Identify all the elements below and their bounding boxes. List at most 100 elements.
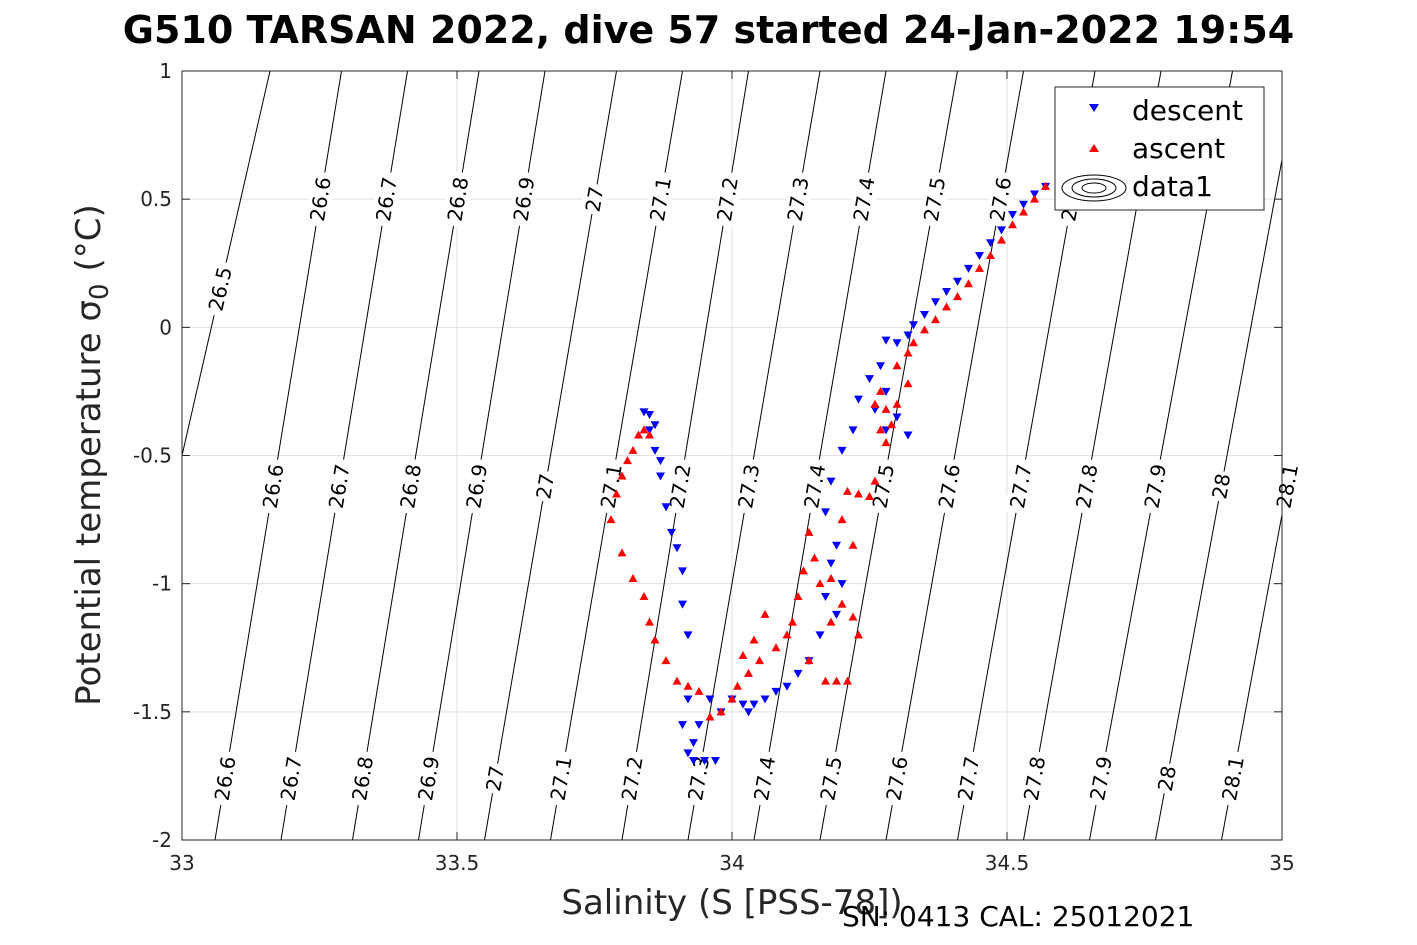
descent-point [793,669,803,678]
legend-descent-label: descent [1132,94,1243,127]
contour-label-bg [394,457,427,515]
contour-label-bg [202,259,238,318]
ascent-point [738,650,748,659]
descent-point [683,749,693,758]
ascent-point [826,617,836,626]
contour-label: 27.9 [1138,457,1173,515]
contour-label: 28.1 [1216,749,1250,808]
contour-label-bg [256,457,290,515]
descent-point [870,405,880,414]
contour-label-bg [412,749,445,808]
contour-label-bg [441,170,475,228]
ascent-point [870,399,880,408]
y-tick-label: -0.5 [133,444,172,468]
descent-series [639,182,1050,766]
contour-label: 27.2 [663,457,697,515]
contour-label: 27 [580,182,609,216]
ascent-series [606,181,1050,721]
contour-label: 27.1 [644,170,677,228]
contour-label-bg [208,749,242,808]
x-axis-label: Salinity (S [PSS-78]) [561,883,902,923]
ascent-point [848,612,858,621]
contour-label-bg [847,170,881,228]
contour-label: 26.8 [346,749,379,808]
contour-label-text: 27.4 [848,175,879,223]
ascent-point [650,635,660,644]
contour-label-text: 27 [481,764,509,793]
contour-label-text: 26.8 [395,462,426,510]
contour-label: 27.5 [866,457,900,515]
contour-label-bg [748,749,781,808]
descent-point [645,410,654,419]
ascent-point [892,361,902,370]
ascent-point [986,251,995,260]
descent-point [920,311,929,320]
descent-point [848,426,858,435]
y-axis-label-subscript: 0 [85,283,115,300]
descent-point [1019,200,1028,209]
ascent-point [612,489,621,498]
ascent-point [837,599,847,608]
contour-label-bg [711,170,744,228]
contour-label: 26.5 [202,259,238,318]
contour-label-text: 28.1 [1271,462,1303,510]
contour-label-bg [1216,749,1250,808]
descent-point [892,413,902,422]
contour-label-text: 27.5 [868,462,899,510]
contour-label-bg [1206,469,1236,504]
contour-label-text: 28 [1207,472,1235,501]
descent-point [678,600,687,609]
contour-label-text: 26.6 [305,175,336,223]
descent-point [705,695,715,704]
ascent-point [639,425,649,434]
contour-label-text: 26.8 [442,175,473,223]
ascent-point [661,656,671,665]
contour-label: 26.9 [460,457,493,515]
legend-box [1054,86,1265,211]
ascent-point [865,492,874,501]
descent-point [782,682,792,691]
ascent-point [953,292,962,301]
contour-label-bg [615,749,649,808]
descent-point [909,321,918,330]
contour-label-text: 27.5 [815,754,846,802]
contour-label: 27.5 [918,170,952,228]
contour-label-bg [644,170,677,228]
ascent-point [821,676,830,685]
ascent-point [1030,194,1039,203]
descent-point [683,695,693,704]
contour-line [182,71,271,458]
descent-point [760,695,770,704]
contour-label-text: 27.6 [881,754,912,802]
descent-point [650,421,660,430]
descent-point [1008,211,1017,220]
contour-label-text: 26.9 [461,462,492,510]
contour-label-bg [480,761,510,796]
ascent-point [716,707,726,716]
y-tick-label: 0.5 [140,187,172,211]
descent-point [738,700,748,709]
ascent-point [617,548,627,557]
ascent-point [997,235,1006,244]
contour-label-text: 26.6 [258,462,289,510]
descent-point [881,387,891,396]
ascent-point [672,676,682,685]
ascent-point [804,527,814,536]
ascent-point [694,686,704,695]
contour-label: 26.7 [274,749,308,808]
ascent-point [975,263,984,272]
contour-label-bg [682,749,715,808]
contour-label: 27.3 [781,170,815,228]
ascent-point [1019,207,1028,216]
legend-descent-marker [1089,104,1099,112]
contour-label-bg [1138,457,1173,515]
chart-title: G510 TARSAN 2022, dive 57 started 24-Jan… [122,8,1295,52]
contour-label-text: 27.3 [782,175,813,223]
descent-point [689,757,698,766]
descent-point [892,339,902,348]
descent-point [826,559,836,568]
contour-label: 27.8 [1017,749,1052,808]
ascent-point [606,515,616,524]
legend-ascent-marker [1089,144,1099,152]
ascent-point [727,694,737,703]
